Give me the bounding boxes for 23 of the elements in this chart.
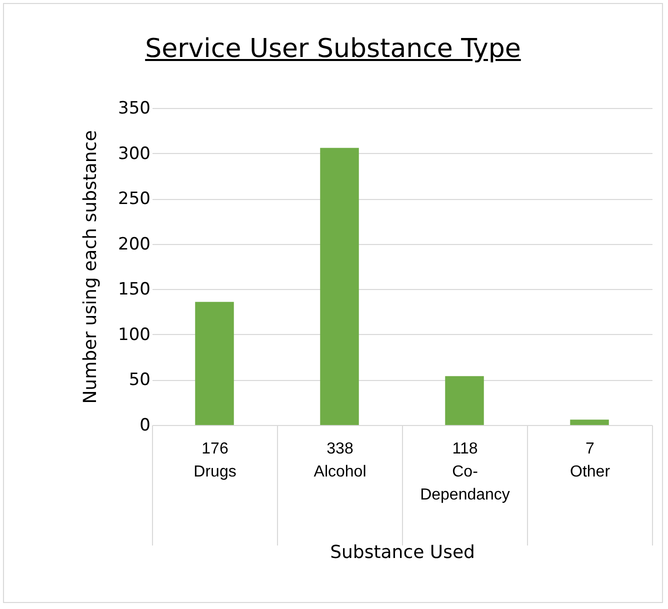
y-tick-label: 50 [128,370,150,390]
y-tick-label: 300 [118,144,150,164]
x-tick-label: Other [570,464,611,480]
chart-title: Service User Substance Type [144,34,522,64]
y-tick-label: 350 [118,98,150,118]
text: 338 [326,440,354,458]
bar [320,148,359,425]
x-tick-label: Co-Dependancy [420,464,510,504]
bar [570,420,609,425]
x-axis-title: Substance Used [330,542,475,563]
text: 7 [586,440,595,458]
bar [445,376,484,425]
y-tick-label: 250 [118,189,150,210]
y-axis-title: Number using each substance [80,130,102,404]
x-tick-label: Alcohol [314,464,366,480]
y-tick-label: 0 [140,416,150,436]
x-tick-label: Drugs [194,464,236,480]
y-tick-label: 200 [118,234,150,254]
text: 176 [202,440,228,458]
y-tick-label: 150 [118,280,150,300]
text: 118 [452,440,478,458]
bar [195,302,234,425]
y-tick-label: 100 [118,324,150,345]
